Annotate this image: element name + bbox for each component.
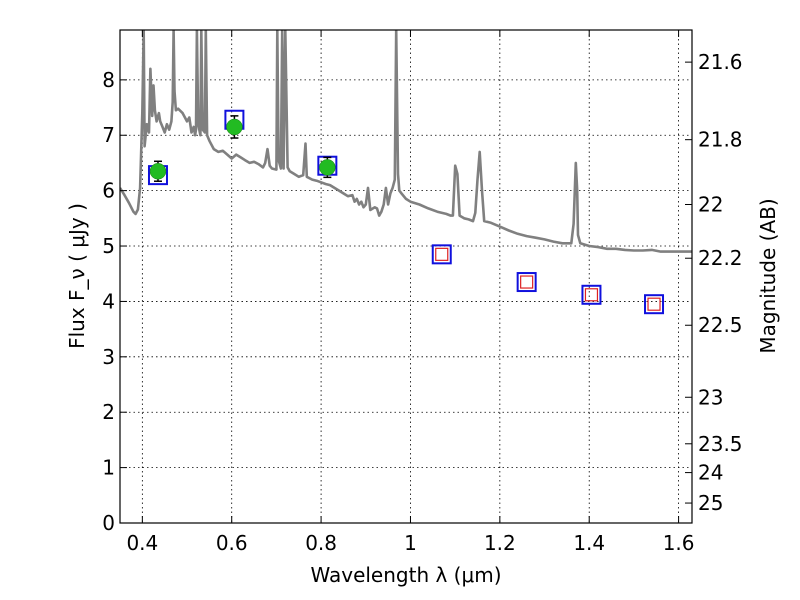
right-axis-label: Magnitude (AB) xyxy=(756,198,780,353)
model-flux-box xyxy=(581,284,602,305)
x-tick-label: 0.8 xyxy=(305,531,337,555)
observed-flux-point xyxy=(319,159,336,176)
x-tick-label: 1.2 xyxy=(484,531,516,555)
y-tick-label: 1 xyxy=(102,456,115,480)
y-tick-label: 6 xyxy=(102,179,115,203)
photometry-markers xyxy=(147,109,665,315)
right-tick-label: 24 xyxy=(698,461,723,485)
x-axis-label: Wavelength λ (μm) xyxy=(310,563,501,587)
right-tick-label: 25 xyxy=(698,491,723,515)
model-flux-box xyxy=(516,272,537,293)
model-spectrum xyxy=(120,30,692,253)
x-tick-label: 0.4 xyxy=(126,531,158,555)
grid xyxy=(120,30,692,524)
y-tick-label: 3 xyxy=(102,345,115,369)
y-tick-label: 0 xyxy=(102,511,115,535)
upper-limit-box xyxy=(647,297,661,311)
right-tick-label: 22.5 xyxy=(698,313,743,337)
right-tick-label: 23 xyxy=(698,385,723,409)
upper-limit-box xyxy=(584,288,599,302)
y-axis-label: Flux F_ν ( μJy ) xyxy=(65,203,89,349)
x-tick-label: 0.6 xyxy=(216,531,248,555)
plot-frame xyxy=(119,29,693,524)
observed-flux-point xyxy=(226,118,243,136)
y-tick-label: 5 xyxy=(102,234,115,258)
model-flux-box xyxy=(644,294,665,315)
right-tick-label: 22 xyxy=(698,192,723,216)
x-tick-label: 1.4 xyxy=(573,531,605,555)
observed-flux-point xyxy=(149,163,167,180)
x-tick-label: 1.6 xyxy=(663,531,695,555)
y-tick-label: 2 xyxy=(102,400,115,424)
spectrum-line xyxy=(120,30,692,253)
right-tick-label: 22.2 xyxy=(698,246,743,270)
y-tick-label: 7 xyxy=(102,123,115,147)
y-tick-label: 8 xyxy=(102,68,115,92)
x-tick-label: 1 xyxy=(404,531,417,555)
y-tick-label: 4 xyxy=(102,289,115,313)
model-flux-box xyxy=(431,244,452,265)
upper-limit-box xyxy=(435,247,449,261)
upper-limit-box xyxy=(520,275,534,289)
right-tick-label: 21.8 xyxy=(698,128,743,152)
right-tick-label: 21.6 xyxy=(698,50,743,74)
axis-ticks: 0.4 0.6 0.8 1 1.2 1.4 1.601234567821.621.82222… xyxy=(102,30,743,555)
right-tick-label: 23.5 xyxy=(698,432,743,456)
